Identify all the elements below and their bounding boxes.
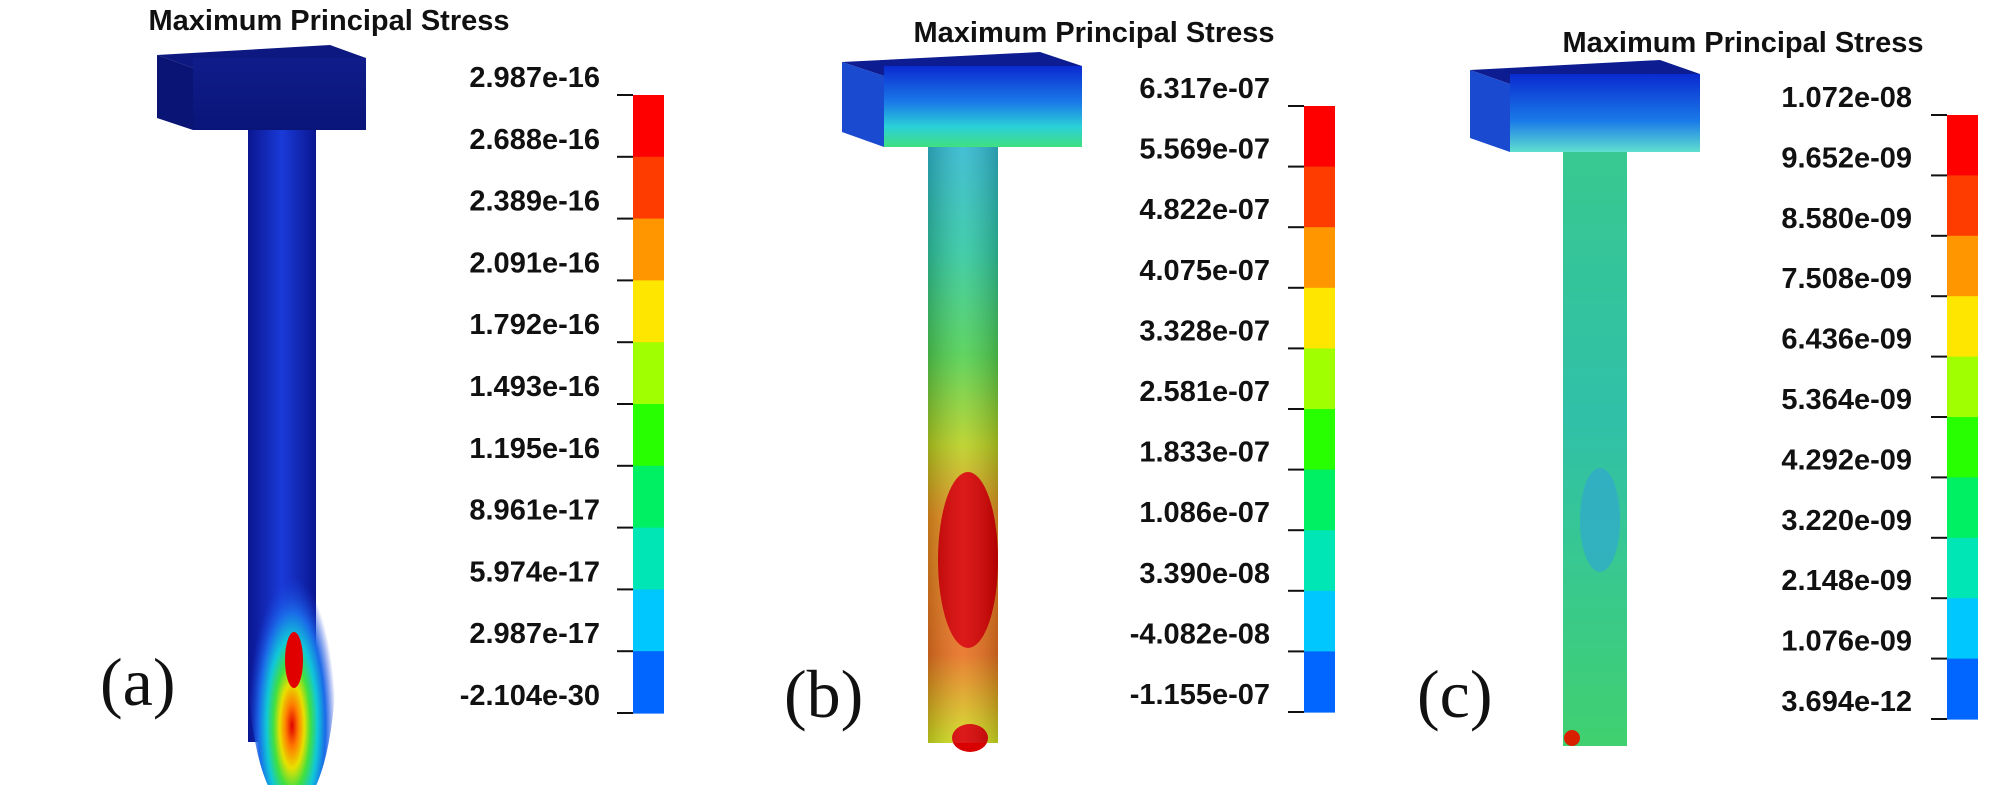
legend-band (633, 280, 664, 343)
legend-value: 1.086e-07 (1139, 497, 1270, 529)
legend-band (633, 465, 664, 529)
legend-band (1304, 348, 1335, 410)
legend-value: 8.580e-09 (1781, 203, 1912, 235)
legend-band (1304, 106, 1335, 168)
legend-band (1304, 409, 1335, 471)
panel-label: (a) (100, 644, 175, 720)
panel-title: Maximum Principal Stress (1562, 27, 1923, 59)
legend-band (1947, 235, 1978, 297)
legend-value: 1.493e-16 (469, 371, 600, 403)
legend-band (1947, 477, 1978, 539)
legend-band (633, 651, 664, 714)
cap-front-c (1470, 70, 1510, 152)
legend-value: 9.652e-09 (1781, 142, 1912, 174)
legend-value: 3.390e-08 (1139, 558, 1270, 590)
legend-value: -1.155e-07 (1130, 679, 1270, 711)
legend-value: 4.292e-09 (1781, 444, 1912, 476)
color-legend: 6.317e-07 5.569e-07 4.822e-07 4.075e-07 3.32… (1130, 73, 1335, 713)
legend-band (1304, 530, 1335, 592)
cool-zone-c (1580, 468, 1620, 572)
legend-value: 2.389e-16 (469, 186, 600, 218)
legend-band (1304, 651, 1335, 713)
cap-front-b (842, 62, 884, 147)
legend-band (633, 95, 664, 158)
legend-value: 2.091e-16 (469, 247, 600, 279)
legend-band (1947, 658, 1978, 720)
legend-band (633, 156, 664, 220)
panel-label: (b) (784, 656, 863, 732)
model-b (842, 52, 1082, 752)
legend-value: 5.364e-09 (1781, 384, 1912, 416)
color-legend: 2.987e-16 2.688e-16 2.389e-16 2.091e-16 1.79… (460, 62, 664, 714)
legend-value: 3.220e-09 (1781, 505, 1912, 537)
legend-value: 1.076e-09 (1781, 626, 1912, 658)
legend-value: 2.581e-07 (1139, 376, 1270, 408)
legend-value: 5.974e-17 (469, 556, 600, 588)
color-legend: 1.072e-08 9.652e-09 8.580e-09 7.508e-09 6.43… (1781, 82, 1978, 720)
column-shade-b (928, 147, 998, 743)
panel-a: Maximum Principal Stress (a) 2.987e-16 2.68… (100, 5, 664, 720)
stress-bottom-c (1564, 730, 1580, 746)
panel-title: Maximum Principal Stress (913, 17, 1274, 49)
legend-band (633, 342, 664, 405)
legend-value: 8.961e-17 (469, 495, 600, 527)
legend-value: 7.508e-09 (1781, 263, 1912, 295)
legend-band (633, 589, 664, 652)
legend-value: 4.075e-07 (1139, 255, 1270, 287)
legend-band (1304, 469, 1335, 531)
cap-side-c (1510, 74, 1700, 152)
legend-value: 6.317e-07 (1139, 73, 1270, 105)
legend-value: 2.987e-17 (469, 618, 600, 650)
legend-value: 2.987e-16 (469, 62, 600, 94)
legend-value: 1.792e-16 (469, 309, 600, 341)
model-c (1470, 60, 1700, 746)
legend-value: 1.072e-08 (1781, 82, 1912, 114)
legend-value: -4.082e-08 (1130, 618, 1270, 650)
legend-value: -2.104e-30 (460, 680, 600, 712)
panel-label: (c) (1417, 656, 1492, 732)
legend-value: 1.195e-16 (469, 433, 600, 465)
legend-value: 5.569e-07 (1139, 134, 1270, 166)
legend-band (1947, 417, 1978, 478)
legend-band (1304, 166, 1335, 228)
legend-value: 3.694e-12 (1781, 686, 1912, 718)
legend-band (1947, 356, 1978, 418)
panel-c: Maximum Principal Stress (c) 1.072e-08 9.65… (1417, 27, 1978, 732)
legend-band (1947, 598, 1978, 660)
legend-band (1304, 287, 1335, 349)
stress-peak-a (285, 632, 303, 688)
legend-band (1304, 227, 1335, 289)
legend-band (1947, 537, 1978, 599)
panel-title: Maximum Principal Stress (148, 5, 509, 37)
legend-value: 3.328e-07 (1139, 315, 1270, 347)
legend-value: 4.822e-07 (1139, 194, 1270, 226)
legend-band (1947, 296, 1978, 358)
legend-value: 6.436e-09 (1781, 324, 1912, 356)
cap-side-a (193, 58, 366, 130)
legend-value: 2.148e-09 (1781, 565, 1912, 597)
column-c (1563, 152, 1627, 746)
legend-band (1947, 115, 1978, 176)
legend-band (633, 404, 664, 467)
panel-b: Maximum Principal Stress (b) 6.317e-07 5.56… (784, 17, 1335, 732)
legend-band (1304, 590, 1335, 652)
legend-value: 2.688e-16 (469, 124, 600, 156)
model-a (157, 45, 366, 785)
cap-front-a (157, 55, 193, 130)
cap-side-b (884, 66, 1082, 147)
legend-band (633, 527, 664, 590)
legend-value: 1.833e-07 (1139, 437, 1270, 469)
legend-band (1947, 175, 1978, 237)
legend-band (633, 218, 664, 281)
